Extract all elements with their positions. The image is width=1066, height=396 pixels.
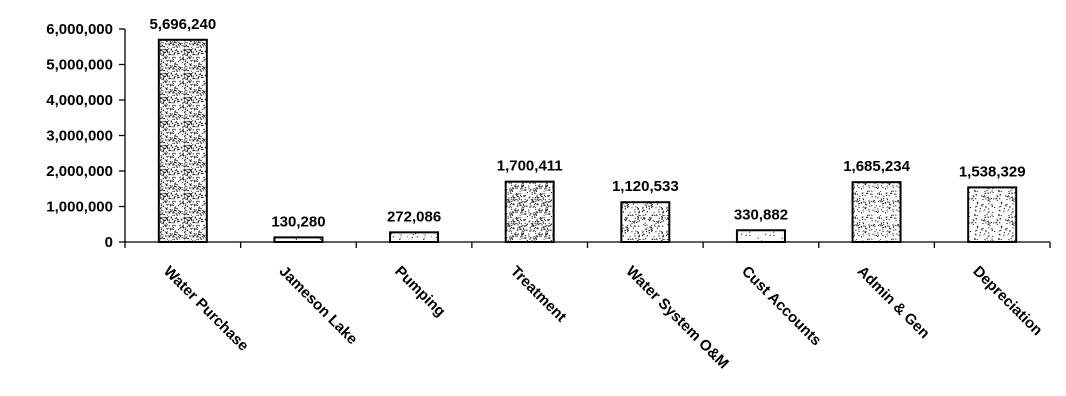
category-label: Jameson Lake bbox=[276, 263, 361, 348]
bar bbox=[620, 201, 671, 244]
category-label: Pumping bbox=[391, 263, 448, 320]
data-label: 1,538,329 bbox=[959, 163, 1026, 180]
y-tick-label: 3,000,000 bbox=[46, 128, 113, 145]
data-label: 330,882 bbox=[734, 206, 788, 223]
y-tick-label: 5,000,000 bbox=[46, 57, 113, 74]
bar bbox=[735, 229, 786, 244]
y-tick-label: 6,000,000 bbox=[46, 21, 113, 38]
category-label: Water Purchase bbox=[160, 263, 252, 355]
category-label: Admin & Gen bbox=[854, 263, 933, 342]
x-axis bbox=[124, 241, 1051, 248]
category-label: Treatment bbox=[507, 263, 570, 326]
category-label: Cust Accounts bbox=[738, 263, 824, 349]
bar bbox=[967, 186, 1018, 244]
bar bbox=[273, 236, 324, 244]
bar bbox=[157, 38, 208, 244]
data-labels: 5,696,240 130,280 272,086 1,700,411 1,120,53… bbox=[149, 16, 1025, 231]
data-label: 1,700,411 bbox=[497, 158, 563, 175]
y-axis: 0 1,000,000 2,000,000 3,000,000 4,000,000 5,0… bbox=[46, 21, 126, 251]
data-label: 1,120,533 bbox=[612, 178, 679, 195]
bar bbox=[504, 180, 555, 243]
bars bbox=[157, 38, 1018, 244]
bar bbox=[389, 231, 440, 243]
category-label: Depreciation bbox=[969, 263, 1045, 339]
y-tick-label: 1,000,000 bbox=[46, 199, 113, 216]
y-tick-label: 2,000,000 bbox=[46, 163, 113, 180]
bar bbox=[851, 181, 902, 243]
y-tick-label: 4,000,000 bbox=[46, 92, 113, 109]
y-tick-label: 0 bbox=[105, 234, 113, 251]
category-label: Water System O&M bbox=[622, 263, 731, 372]
category-labels: Water Purchase Jameson Lake Pumping Treatme… bbox=[160, 263, 1046, 372]
data-label: 130,280 bbox=[271, 213, 325, 230]
data-label: 272,086 bbox=[387, 208, 441, 225]
data-label: 1,685,234 bbox=[843, 158, 910, 175]
data-label: 5,696,240 bbox=[149, 16, 216, 33]
